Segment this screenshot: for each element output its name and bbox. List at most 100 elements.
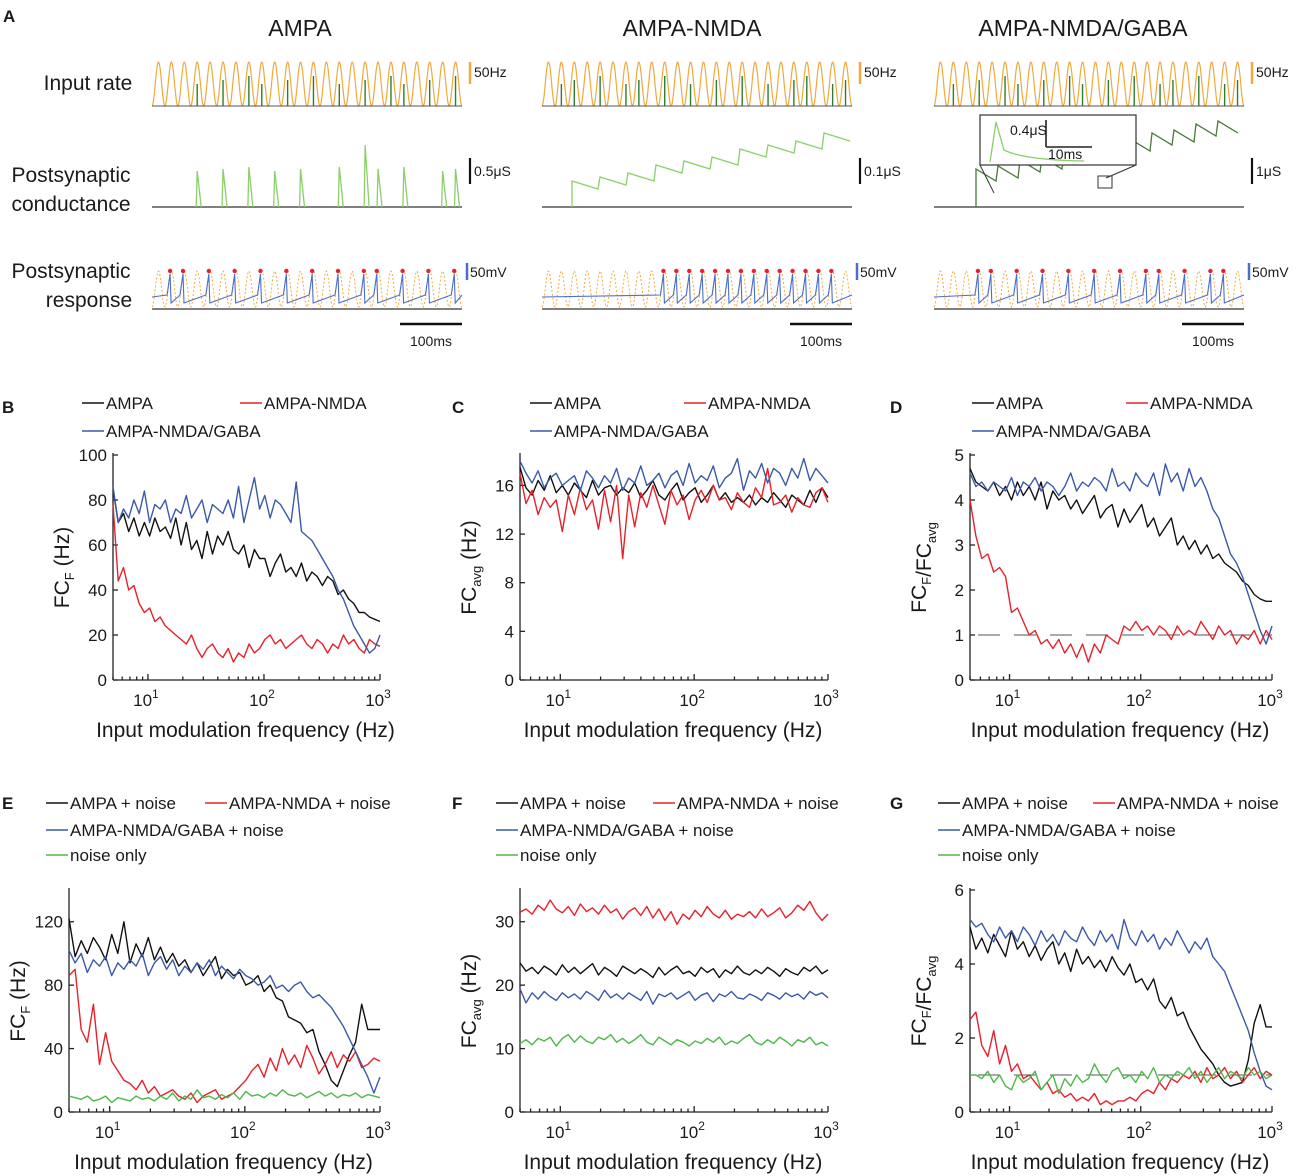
legend-label: AMPA-NMDA	[708, 394, 811, 413]
output-spike-marker	[661, 268, 666, 274]
x-tick-exponent: 3	[832, 687, 839, 701]
legend-label: AMPA	[996, 394, 1044, 413]
legend: AMPA AMPA-NMDA AMPA-NMDA/GABA	[972, 394, 1253, 441]
output-spike-marker	[167, 268, 173, 274]
y-tick-label: 0	[98, 671, 107, 690]
x-tick-label: 103	[1257, 1119, 1283, 1142]
y-tick-label: 120	[35, 913, 63, 932]
output-spike-marker	[1014, 268, 1019, 274]
series-line-ampa-nmda	[112, 504, 381, 663]
legend-label: AMPA + noise	[962, 794, 1068, 813]
series-line-ampa-nmda-noise	[68, 968, 381, 1104]
conductance-peak	[363, 144, 370, 208]
y-axis-title-part: FC	[908, 585, 931, 613]
x-axis-title: Input modulation frequency (Hz)	[524, 1151, 823, 1174]
conductance-peak	[440, 170, 448, 208]
x-axis-title: Input modulation frequency (Hz)	[524, 719, 823, 742]
y-axis-title-subscript: avg	[469, 999, 484, 1020]
legend-label: AMPA	[106, 394, 154, 413]
y-tick-label: 0	[505, 1103, 514, 1122]
output-spike-marker	[1143, 268, 1149, 274]
row-label-input-rate: Input rate	[44, 72, 133, 95]
legend-label: AMPA-NMDA/GABA	[996, 422, 1151, 441]
series-line-ampa-noise	[969, 926, 1272, 1087]
y-tick-label: 1	[955, 626, 964, 645]
output-spike-marker	[361, 268, 367, 274]
x-tick-label: 102	[1126, 687, 1152, 710]
output-spike-marker	[1208, 268, 1213, 274]
output-spike-marker	[1040, 268, 1045, 274]
x-tick-label: 102	[679, 1119, 705, 1142]
y-axis-title-part: FC	[913, 543, 936, 571]
y-tick-label: 20	[88, 626, 107, 645]
inset-connector	[979, 164, 995, 194]
output-spike-marker	[790, 268, 795, 274]
x-tick-exponent: 1	[1014, 687, 1021, 701]
panel-letter-d: D	[890, 398, 902, 417]
legend-label: AMPA	[554, 394, 602, 413]
conductance-peak	[337, 166, 344, 208]
output-spike-marker	[180, 268, 186, 274]
legend-label: AMPA-NMDA	[264, 394, 367, 413]
output-spike-marker	[988, 268, 994, 274]
output-spike-marker	[374, 268, 379, 274]
conductance-peak	[453, 168, 461, 208]
y-tick-label: 80	[44, 976, 63, 995]
panel-letter-c: C	[452, 398, 464, 417]
y-axis-title-part: (Hz)	[7, 960, 30, 1006]
x-tick-label: 103	[1257, 687, 1283, 710]
output-spike-marker	[803, 268, 808, 274]
input-rate-trace	[541, 61, 853, 108]
x-tick-exponent: 1	[564, 687, 571, 701]
y-axis-title-part: FC	[458, 587, 481, 615]
panel-letter-f: F	[452, 794, 462, 813]
y-axis-title-subscript: F	[18, 1006, 33, 1014]
legend-label: noise only	[962, 846, 1039, 865]
output-spike-marker	[829, 268, 834, 274]
time-scale-label: 100ms	[410, 333, 452, 349]
output-spike-marker	[309, 268, 315, 274]
y-axis-title-subscript: F	[919, 1010, 934, 1018]
x-tick-label: 101	[545, 1119, 571, 1142]
legend-label: AMPA-NMDA/GABA	[554, 422, 709, 441]
output-spike-marker	[687, 268, 692, 274]
legend-label: noise only	[70, 846, 147, 865]
y-tick-label: 0	[54, 1103, 63, 1122]
output-spike-marker	[712, 268, 718, 274]
voltage-scale-label: 50mV	[470, 264, 507, 280]
x-tick-label: 103	[813, 687, 839, 710]
traces-column-1: 50Hz 0.5μS 50mV 100ms	[151, 61, 511, 349]
y-tick-label: 5	[955, 446, 964, 465]
input-rate-overlay	[151, 269, 463, 309]
column-title-2: AMPA-NMDA	[623, 15, 763, 41]
output-spike-marker	[1156, 268, 1161, 274]
output-spike-marker	[975, 268, 981, 274]
legend-label: AMPA-NMDA	[1150, 394, 1253, 413]
output-spike-marker	[452, 268, 457, 274]
legend: AMPA AMPA-NMDA AMPA-NMDA/GABA	[530, 394, 811, 441]
inset-conductance-scale-label: 0.4μS	[1010, 122, 1047, 138]
rate-scale-label: 50Hz	[1256, 64, 1289, 80]
panel-letter-g: G	[890, 794, 903, 813]
conductance-peak	[298, 168, 306, 208]
output-spike-marker	[400, 268, 405, 274]
column-title-1: AMPA	[268, 15, 332, 41]
y-axis-title-part: /	[913, 571, 936, 577]
series-line-noise-only	[519, 1033, 829, 1047]
membrane-voltage-trace	[933, 273, 1245, 305]
chart-panel-d: D 0 1 2 3 4 5 101 102 103 Input modulation frequen…	[890, 394, 1283, 742]
y-tick-label: 0	[505, 671, 514, 690]
membrane-voltage-trace	[541, 273, 853, 305]
y-axis-title-subscript: F	[919, 577, 934, 585]
y-axis-title-part: (Hz)	[458, 520, 481, 566]
conductance-peak	[273, 170, 280, 208]
legend-label: AMPA-NMDA/GABA	[106, 422, 261, 441]
x-tick-label: 103	[365, 1119, 391, 1142]
x-tick-label: 103	[365, 687, 391, 710]
legend: AMPA + noise AMPA-NMDA + noise AMPA-NMDA/G…	[938, 794, 1279, 865]
x-tick-label: 101	[545, 687, 571, 710]
y-tick-label: 2	[955, 581, 964, 600]
y-tick-label: 60	[88, 536, 107, 555]
